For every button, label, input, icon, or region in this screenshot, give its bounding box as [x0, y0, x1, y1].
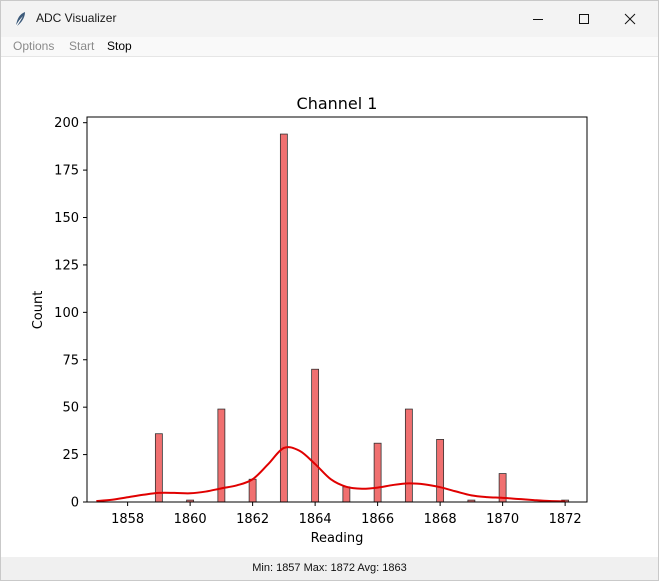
y-tick-label: 175 [54, 164, 79, 179]
histogram-bar [154, 433, 163, 503]
y-tick-label: 75 [62, 353, 79, 368]
close-button[interactable] [607, 1, 653, 37]
x-axis-ticks: 1858 1860 1862 1864 1866 1868 1870 1872 [111, 502, 582, 527]
maximize-button[interactable] [561, 1, 607, 37]
histogram-bar [342, 486, 351, 503]
y-tick-label: 125 [54, 258, 79, 273]
y-tick-label: 25 [62, 448, 79, 463]
maximize-icon [579, 14, 589, 24]
y-axis-label: Count [31, 291, 46, 330]
x-tick-label: 1866 [361, 512, 394, 527]
histogram-bar [436, 439, 445, 503]
x-tick-label: 1860 [174, 512, 207, 527]
title-bar[interactable]: ADC Visualizer [1, 1, 658, 37]
minimize-icon [533, 19, 543, 20]
x-axis-label: Reading [311, 531, 364, 546]
chart-title: Channel 1 [297, 94, 378, 113]
menu-start[interactable]: Start [69, 39, 95, 53]
close-icon [624, 13, 636, 25]
histogram-bar [248, 478, 257, 503]
menu-stop[interactable]: Stop [107, 39, 132, 53]
x-tick-label: 1870 [486, 512, 519, 527]
x-tick-label: 1864 [299, 512, 332, 527]
y-tick-label: 50 [62, 401, 79, 416]
histogram-bar [373, 442, 382, 503]
y-tick-label: 200 [54, 116, 79, 131]
menu-options[interactable]: Options [13, 39, 55, 53]
menu-bar: Options Start Stop [1, 37, 658, 57]
plot-area: Channel 1 1858 1860 1862 1864 1866 1868 1870 18… [1, 57, 658, 555]
y-tick-label: 100 [54, 306, 79, 321]
x-tick-label: 1862 [236, 512, 269, 527]
status-bar: Min: 1857 Max: 1872 Avg: 1863 [1, 557, 658, 580]
x-tick-label: 1858 [111, 512, 144, 527]
minimize-button[interactable] [515, 1, 561, 37]
y-tick-label: 0 [71, 496, 79, 511]
histogram-chart: Channel 1 1858 1860 1862 1864 1866 1868 1870 18… [31, 94, 588, 546]
plot-frame [86, 116, 588, 503]
x-tick-label: 1868 [424, 512, 457, 527]
y-tick-label: 150 [54, 211, 79, 226]
histogram-bar [311, 368, 320, 503]
histogram-bar [404, 408, 413, 503]
kde-curve [96, 446, 566, 503]
x-tick-label: 1872 [549, 512, 582, 527]
feather-icon [15, 12, 25, 27]
bars-layer [154, 133, 570, 503]
y-axis-ticks: 0 25 50 75 100 125 150 175 200 [54, 116, 87, 511]
window-title: ADC Visualizer [36, 11, 117, 25]
